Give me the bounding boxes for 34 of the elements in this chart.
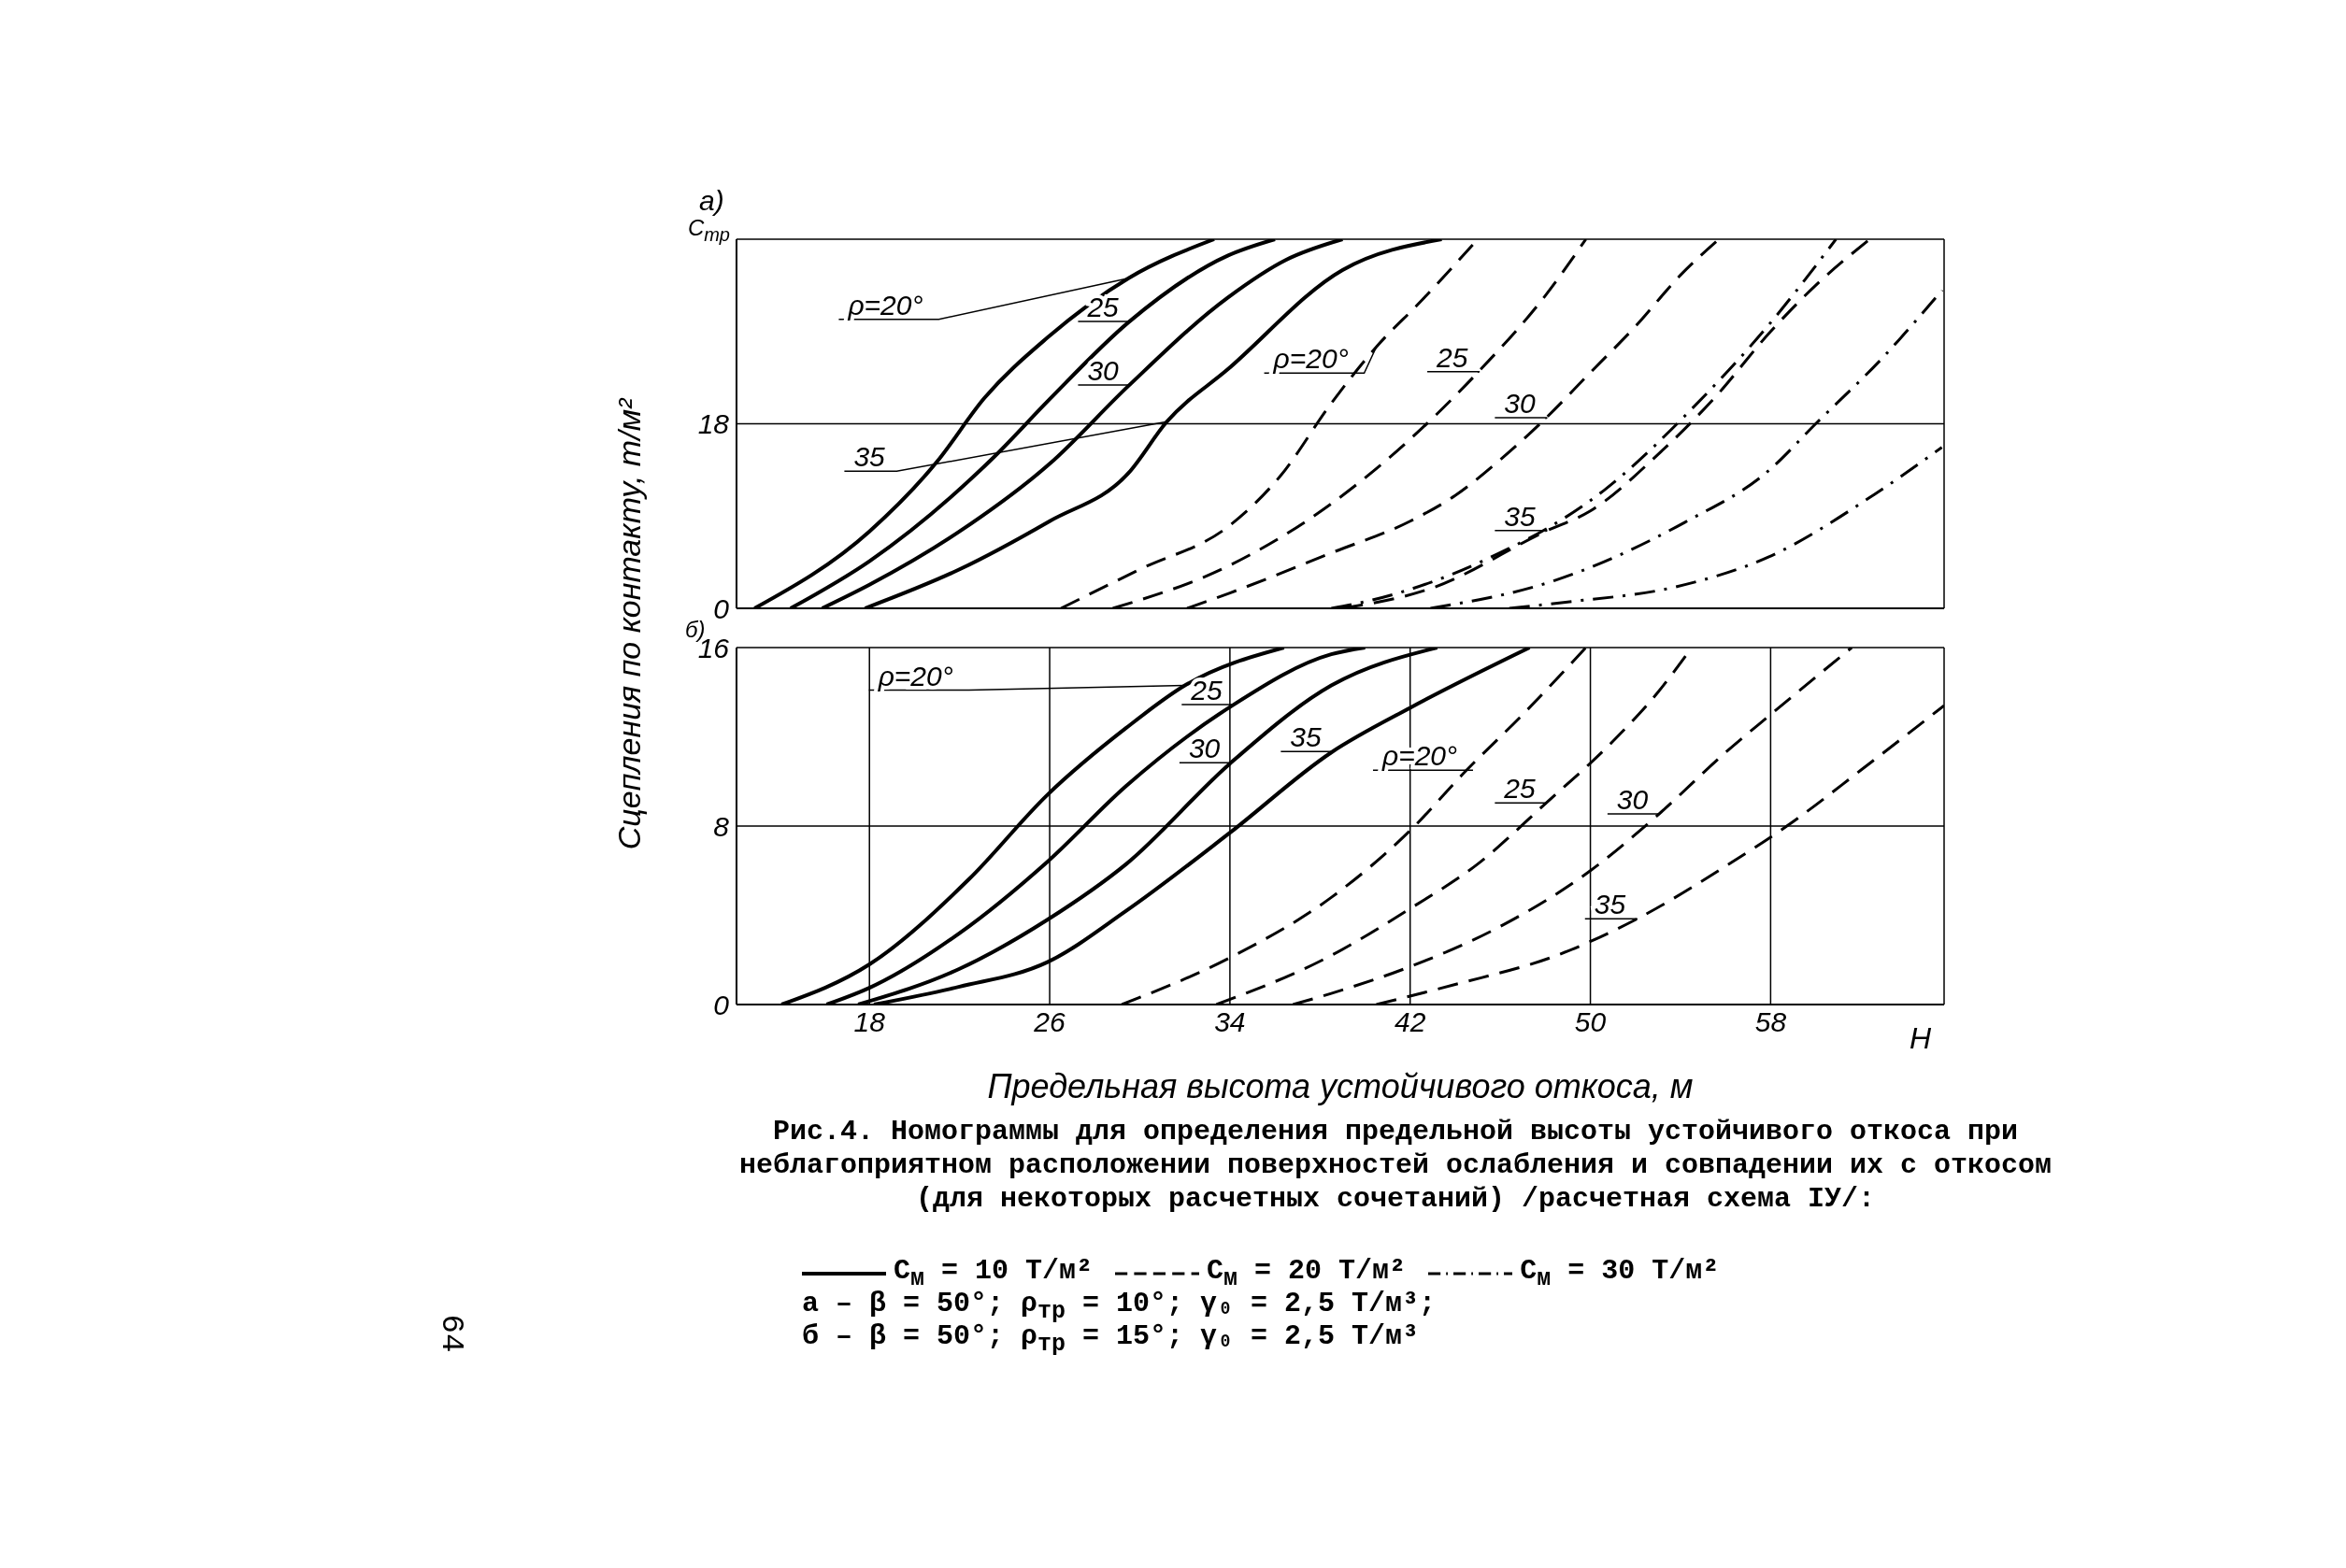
text: C$_{тр}$ — [688, 215, 730, 246]
x-axis-title: Предельная высота устойчивого откоса, м — [987, 1067, 1694, 1105]
y-tick-label: 0 — [713, 592, 730, 624]
annotation: ρ=20° — [847, 289, 923, 321]
y-tick-label: 0 — [713, 989, 730, 1020]
y-tick-label: 8 — [713, 810, 730, 842]
y-tick-label: 18 — [697, 408, 730, 440]
legend-label: C$_{м}$ = 30 Т/м² — [1520, 1255, 1720, 1292]
annotation: 25 — [1436, 341, 1468, 373]
text: H — [1910, 1021, 1932, 1056]
annotation: 35 — [853, 441, 886, 473]
annotation: 30 — [1087, 354, 1120, 386]
annotation: 25 — [1503, 773, 1537, 805]
annotation: 35 — [1594, 889, 1626, 920]
annotation: 25 — [1190, 675, 1223, 706]
annotation: 30 — [1616, 784, 1649, 816]
y-axis-title: Сцепления по контакту, т/м² — [610, 398, 648, 850]
annotation: ρ=20° — [1272, 343, 1349, 375]
x-tick-label: 34 — [1214, 1006, 1246, 1038]
x-tick-label: 26 — [1033, 1006, 1066, 1038]
text: Рис.4. Номограммы для определения предельной высоты устойчивого откоса при неблагоприятном расположении поверхностей ослабления и совпадении их с откосом (для некоторых расчетных сочетаний) /расчетная схема IУ/: — [737, 1115, 2053, 1216]
x-tick-label: 18 — [853, 1006, 886, 1038]
x-tick-label: 42 — [1395, 1006, 1426, 1038]
annotation: ρ=20° — [877, 660, 953, 691]
legend-label: C$_{м}$ = 10 Т/м² — [894, 1255, 1094, 1292]
annotation: 25 — [1086, 291, 1120, 322]
annotation: 35 — [1290, 721, 1323, 753]
text: 64 — [434, 1314, 470, 1353]
text: а) — [699, 185, 724, 217]
annotation: 30 — [1504, 388, 1537, 420]
x-tick-label: 50 — [1574, 1006, 1607, 1038]
annotation: 30 — [1188, 733, 1221, 764]
x-tick-label: 58 — [1754, 1006, 1787, 1038]
annotation: 35 — [1504, 500, 1537, 532]
